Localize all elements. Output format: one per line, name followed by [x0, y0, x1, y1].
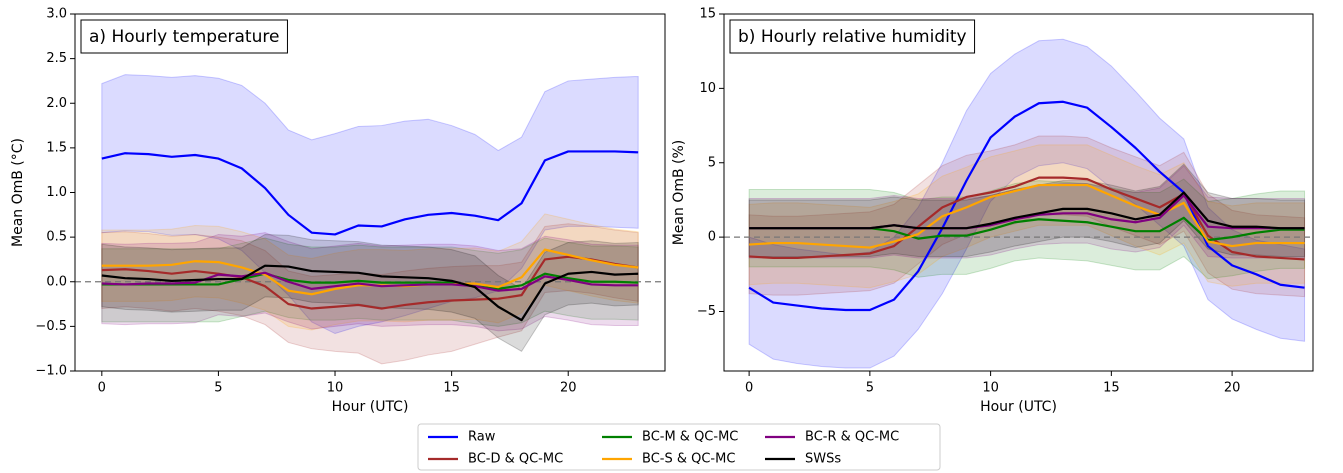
legend-label: BC-M & QC-MC: [642, 430, 738, 445]
y-tick-label: 3.0: [46, 7, 67, 22]
x-tick-label: 10: [982, 381, 999, 396]
series-line: [101, 150, 639, 236]
series-line: [749, 176, 1305, 261]
series-line: [101, 272, 639, 290]
y-tick-label: 1.0: [46, 185, 67, 200]
title-box: [729, 19, 976, 54]
band: [101, 233, 639, 353]
x-tick-label: 20: [1224, 381, 1241, 396]
plot-area: [724, 38, 1313, 369]
panel: −5 0 5 10 15 0 5 10 15 20 b) Hourly relative humid…: [671, 7, 1314, 415]
series-line: [101, 255, 639, 310]
x-tick-label: 15: [443, 381, 460, 396]
axes-frame: [723, 13, 1314, 372]
y-tick-label: 0: [708, 230, 716, 245]
legend-label: BC-S & QC-MC: [642, 452, 735, 467]
series-line: [748, 100, 1305, 312]
y-tick-label: 15: [699, 7, 716, 22]
x-tick-label: 5: [214, 381, 222, 396]
plot-area: [75, 74, 665, 365]
panel-title: b) Hourly relative humidity: [738, 27, 967, 47]
y-tick-label: 2.5: [46, 51, 67, 66]
x-axis-label: Hour (UTC): [332, 399, 409, 415]
x-tick-label: 20: [560, 381, 577, 396]
y-tick-label: 0.0: [46, 274, 67, 289]
legend: Raw BC-D & QC-MC BC-M & QC-MC BC-S & QC-MC B…: [417, 423, 941, 471]
band: [748, 163, 1306, 257]
band: [748, 164, 1306, 259]
x-tick-label: 5: [866, 381, 874, 396]
panel-title: a) Hourly temperature: [89, 27, 279, 47]
y-tick-label: 0.5: [46, 230, 67, 245]
series-line: [749, 183, 1305, 249]
band: [101, 223, 639, 365]
x-tick-label: 15: [1103, 381, 1120, 396]
title-box: [80, 19, 288, 54]
x-tick-label: 0: [745, 381, 753, 396]
x-axis-label: Hour (UTC): [980, 399, 1057, 415]
y-tick-label: −0.5: [35, 319, 67, 334]
axes-frame: [74, 13, 666, 372]
y-tick-label: 2.0: [46, 96, 67, 111]
legend-label: Raw: [468, 430, 496, 445]
legend-label: BC-R & QC-MC: [805, 430, 899, 445]
y-axis-label: Mean OmB (%): [671, 140, 687, 246]
y-tick-label: 10: [699, 81, 716, 96]
y-axis-label: Mean OmB (°C): [10, 138, 26, 247]
y-tick-label: −5: [697, 304, 716, 319]
y-tick-label: 5: [708, 155, 716, 170]
panel: −1.0 −0.5 0.0 0.5 1.0 1.5 2.0 2.5 3.0 0 5 10 15 20 a) …: [10, 7, 666, 415]
series-line: [101, 264, 639, 322]
legend-box: [417, 423, 941, 471]
y-tick-label: 1.5: [46, 140, 67, 155]
series-line: [101, 271, 639, 292]
band: [748, 38, 1306, 369]
series-line: [749, 191, 1305, 230]
x-tick-label: 10: [327, 381, 344, 396]
y-tick-label: −1.0: [35, 364, 67, 379]
legend-label: BC-D & QC-MC: [468, 452, 563, 467]
legend-label: SWSs: [805, 452, 841, 467]
x-tick-label: 0: [98, 381, 106, 396]
band: [101, 213, 639, 331]
